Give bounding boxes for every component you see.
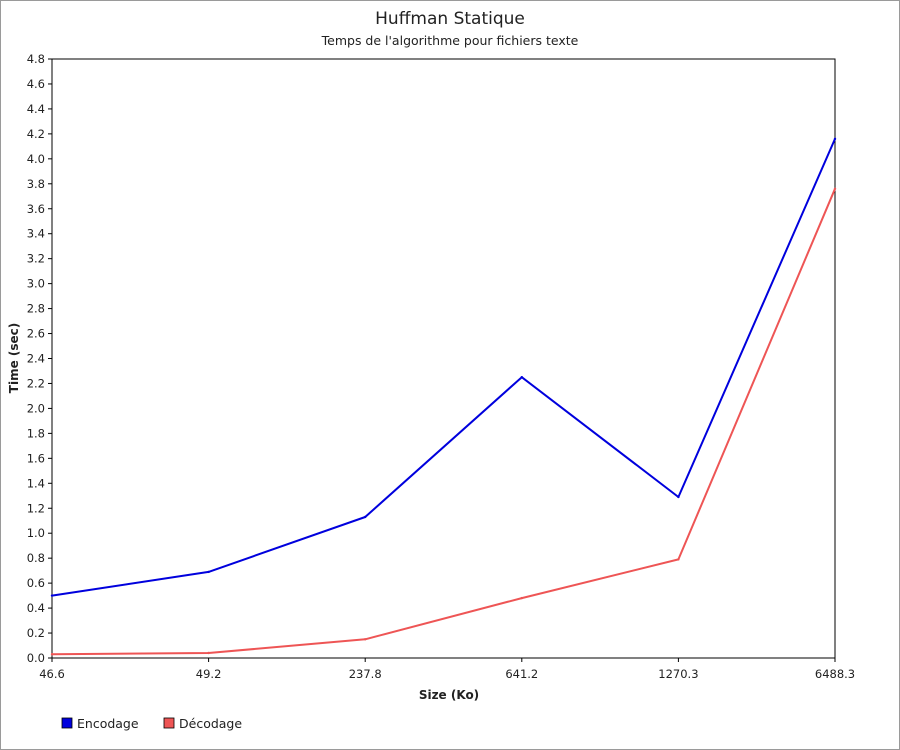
x-tick-label: 1270.3 [658,667,698,681]
plot-area [51,58,836,659]
y-tick-label: 4.0 [27,152,45,166]
y-tick-label: 1.6 [27,451,45,465]
y-tick-label: 3.0 [27,277,45,291]
x-tick-label: 6488.3 [815,667,855,681]
data-point [677,558,680,561]
data-point [50,653,54,656]
x-tick-label: 46.6 [39,667,65,681]
data-point [50,594,54,597]
x-axis-title: Size (Ko) [419,688,479,702]
x-tick-label: 641.2 [505,667,538,681]
y-tick-label: 1.0 [27,526,45,540]
y-tick-label: 3.6 [27,202,45,216]
y-tick-label: 1.4 [27,476,45,490]
y-tick-label: 0.8 [27,551,45,565]
y-tick-label: 2.8 [27,302,45,316]
series-line-0 [51,138,836,597]
x-axis: 46.6 49.2 237.8 641.2 1270.3 6488.3 [39,658,855,681]
y-tick-label: 1.8 [27,426,45,440]
y-axis-title: Time (sec) [7,323,21,393]
data-point [677,495,680,499]
y-tick-label: 3.4 [27,227,45,241]
data-point [833,137,837,141]
data-point [520,596,523,600]
y-tick-label: 4.6 [27,77,45,91]
data-point [207,570,210,574]
legend-swatch [163,717,175,729]
series-line-1 [51,188,836,656]
x-tick-label: 237.8 [349,667,382,681]
data-point [207,651,210,655]
y-tick-label: 2.0 [27,401,45,415]
y-tick-label: 2.2 [27,376,45,390]
legend: Encodage Décodage [61,716,242,731]
y-tick-label: 4.2 [27,127,45,141]
y-tick-label: 2.4 [27,352,45,366]
data-point [520,376,523,379]
y-tick-label: 4.8 [27,52,45,66]
legend-swatch [61,717,73,729]
series-lines [50,137,837,656]
y-tick-label: 3.2 [27,252,45,266]
y-tick-label: 0.6 [27,576,45,590]
data-point [833,187,837,190]
data-point [364,515,367,519]
y-tick-label: 4.4 [27,102,45,116]
y-tick-label: 2.6 [27,327,45,341]
chart-title: Huffman Statique [375,9,525,29]
y-tick-label: 1.2 [27,501,45,515]
y-tick-label: 0.2 [27,626,45,640]
chart-subtitle: Temps de l'algorithme pour fichiers text… [321,33,579,48]
data-point [364,638,367,641]
x-tick-label: 49.2 [196,667,222,681]
y-axis: 0.0 0.2 0.4 0.6 0.8 1.0 1.2 1.4 1.6 1.8 2.0 2.2 2.4 2… [27,52,52,665]
legend-label: Décodage [179,716,242,731]
y-tick-label: 0.0 [27,651,45,665]
y-tick-label: 0.4 [27,601,45,615]
legend-label: Encodage [77,716,139,731]
y-tick-label: 3.8 [27,177,45,191]
